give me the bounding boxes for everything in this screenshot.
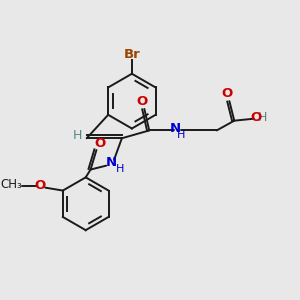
Text: Br: Br bbox=[124, 48, 140, 61]
Text: O: O bbox=[95, 137, 106, 150]
Text: O: O bbox=[35, 179, 46, 192]
Text: H: H bbox=[73, 129, 83, 142]
Text: N: N bbox=[170, 122, 181, 135]
Text: O: O bbox=[222, 87, 233, 100]
Text: O: O bbox=[137, 94, 148, 108]
Text: CH₃: CH₃ bbox=[0, 178, 22, 191]
Text: H: H bbox=[116, 164, 124, 174]
Text: N: N bbox=[106, 156, 117, 169]
Text: H: H bbox=[258, 111, 267, 124]
Text: H: H bbox=[177, 130, 186, 140]
Text: O: O bbox=[250, 111, 261, 124]
